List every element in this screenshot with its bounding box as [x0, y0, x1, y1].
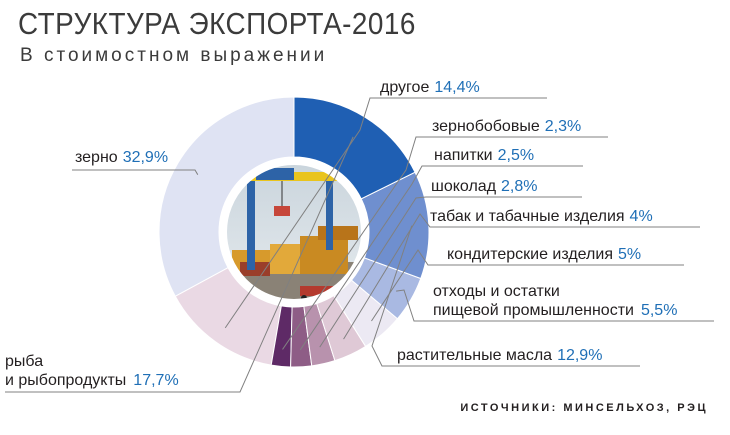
leader-lines: [5, 97, 714, 393]
label-name: другое: [380, 79, 430, 96]
label-value: 2,8%: [501, 178, 538, 195]
leader-line-9: [371, 225, 640, 367]
label-konditer: кондитерские изделия 5%: [447, 245, 641, 264]
label-name: зернобобовые: [432, 118, 540, 135]
label-drugoe: другое 14,4%: [380, 78, 480, 97]
leader-line-7: [371, 249, 684, 322]
chart-subtitle: В стоимостном выражении: [20, 45, 328, 66]
label-name: напитки: [434, 147, 493, 164]
label-zernobobovye: зернобобовые 2,3%: [432, 117, 581, 136]
donut-slices: [158, 96, 430, 368]
label-name-line1: рыба: [5, 353, 44, 370]
label-value: 4%: [629, 208, 653, 225]
leader-line-6: [343, 213, 700, 340]
leader-line-1: [72, 169, 199, 175]
label-value: 2,5%: [497, 147, 535, 164]
leader-line-4: [299, 165, 583, 351]
label-value: 5,5%: [640, 302, 678, 319]
label-name: табак и табачные изделия: [430, 208, 625, 225]
label-value: 12,9%: [557, 347, 603, 364]
label-value: 2,3%: [544, 118, 582, 135]
label-value: 5%: [617, 246, 642, 263]
label-value: 14,4%: [434, 79, 480, 96]
label-name: растительные масла: [397, 347, 553, 364]
label-ryba: рыба и рыбопродукты 17,7%: [5, 352, 179, 390]
label-value: 17,7%: [133, 372, 179, 389]
label-name: зерно: [75, 149, 118, 166]
source-note: ИСТОЧНИКИ: МИНСЕЛЬХОЗ, РЭЦ: [460, 402, 708, 414]
photo-frame: [225, 163, 363, 301]
label-name: шоколад: [431, 178, 497, 195]
label-name-line1: отходы и остатки: [433, 283, 560, 300]
label-name: кондитерские изделия: [447, 246, 613, 263]
leader-line-2: [224, 97, 547, 329]
leader-line-8: [396, 289, 714, 322]
label-name-line2: пищевой промышленности: [433, 302, 634, 319]
label-shokolad: шоколад 2,8%: [431, 177, 538, 196]
label-napitki: напитки 2,5%: [434, 146, 534, 165]
label-othody: отходы и остатки пищевой промышленности 5…: [433, 282, 677, 320]
label-masla: растительные масла 12,9%: [397, 346, 602, 365]
label-tabak: табак и табачные изделия 4%: [430, 207, 653, 226]
leader-line-3: [282, 136, 608, 350]
label-zerno: зерно 32,9%: [75, 148, 168, 167]
label-value: 32,9%: [122, 149, 169, 166]
chart-title: СТРУКТУРА ЭКСПОРТА-2016: [18, 6, 416, 41]
label-name-line2: и рыбопродукты: [5, 372, 127, 389]
leader-line-10: [5, 136, 354, 393]
leader-line-5: [319, 196, 582, 348]
